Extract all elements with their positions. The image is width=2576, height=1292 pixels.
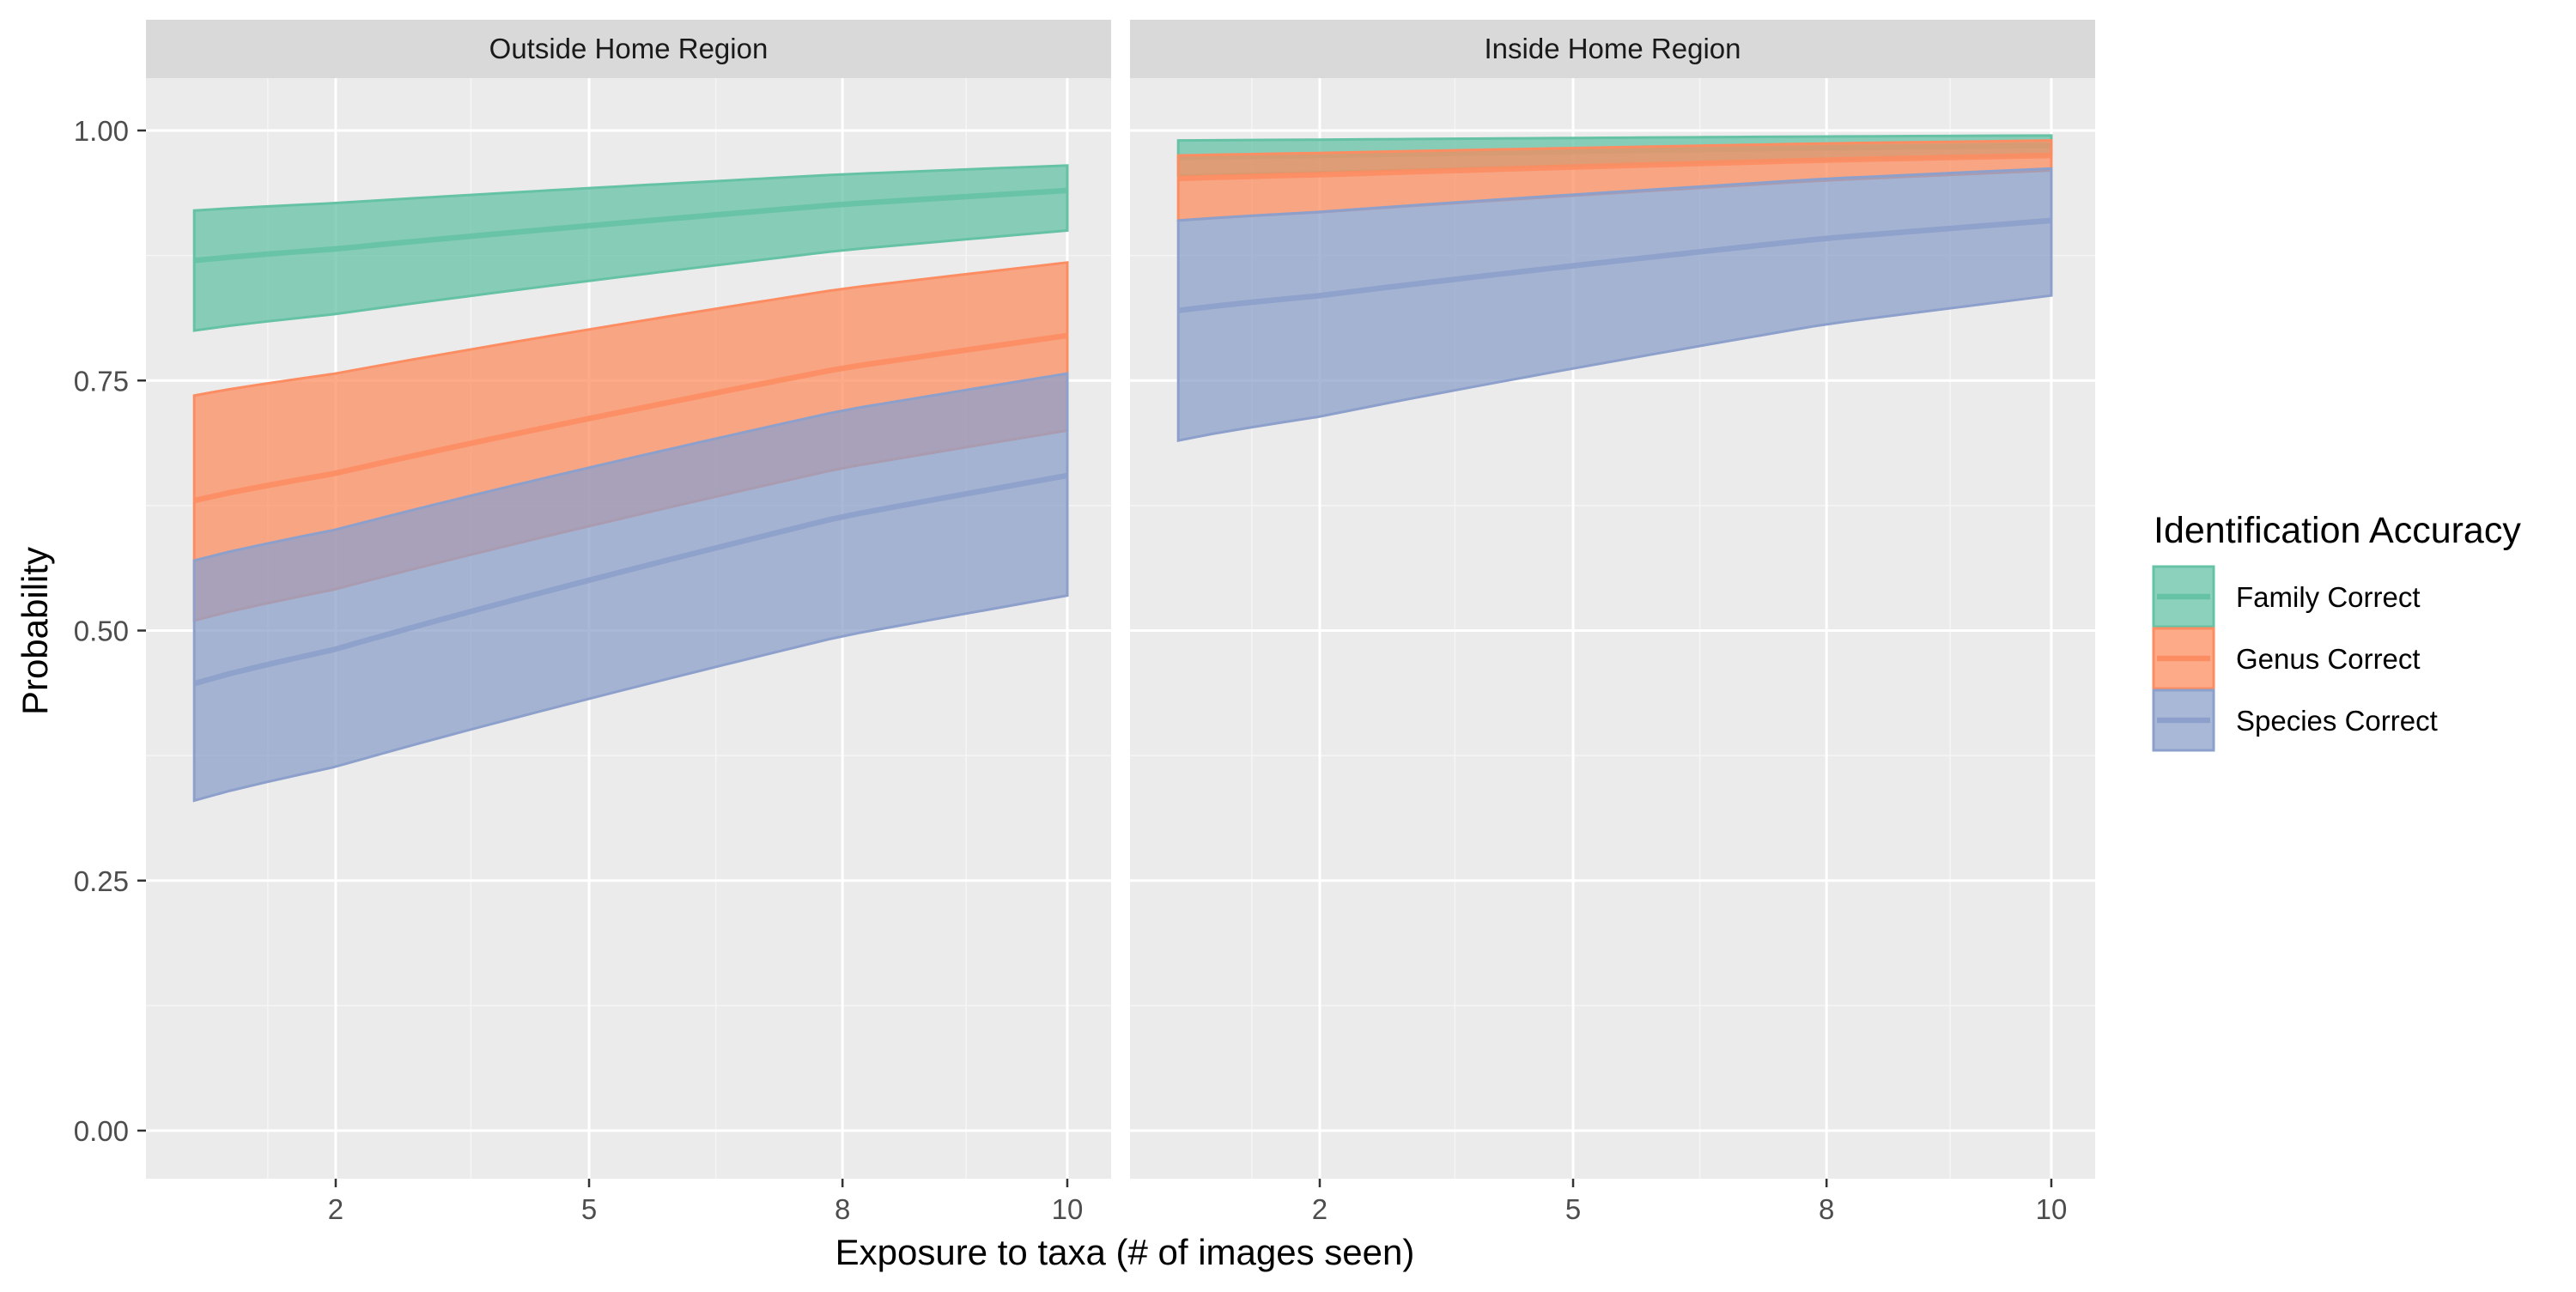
x-tick-label: 5 <box>1565 1193 1581 1225</box>
series-species-correct <box>192 372 1069 803</box>
legend-entry-genus-correct: Genus Correct <box>2152 627 2421 690</box>
x-tick-label: 8 <box>835 1193 850 1225</box>
y-tick-label: 1.00 <box>74 115 129 147</box>
legend-entry-species-correct: Species Correct <box>2152 688 2438 752</box>
x-tick-label: 10 <box>1052 1193 1084 1225</box>
legend-label: Species Correct <box>2236 705 2438 737</box>
x-tick-label: 8 <box>1819 1193 1834 1225</box>
panel-strip-title: Outside Home Region <box>489 33 769 64</box>
y-tick-label: 0.25 <box>74 865 129 897</box>
panel-inside-home-region: Inside Home Region 2 5 8 10 <box>1130 20 2095 1225</box>
y-axis-title: Probability <box>15 547 55 715</box>
legend: Identification Accuracy Family Correct Ge… <box>2152 510 2521 752</box>
x-tick-label: 2 <box>1312 1193 1327 1225</box>
legend-label: Family Correct <box>2236 581 2421 613</box>
x-tick-label: 5 <box>581 1193 597 1225</box>
y-tick-label: 0.75 <box>74 365 129 397</box>
x-tick-label: 10 <box>2036 1193 2068 1225</box>
fit-line <box>193 472 1068 687</box>
confidence-band <box>192 372 1069 803</box>
fit-line <box>193 187 1068 264</box>
fit-line <box>193 332 1068 504</box>
legend-entry-family-correct: Family Correct <box>2152 565 2421 628</box>
legend-title: Identification Accuracy <box>2154 510 2521 551</box>
fit-line <box>1177 217 2052 313</box>
legend-label: Genus Correct <box>2236 643 2421 675</box>
panel-strip <box>1130 20 2095 78</box>
x-axis-title: Exposure to taxa (# of images seen) <box>835 1232 1415 1272</box>
series-family-correct <box>192 164 1069 332</box>
x-tick-label: 2 <box>328 1193 343 1225</box>
y-tick-label: 0.00 <box>74 1115 129 1147</box>
panel-outside-home-region: Outside Home Region 2 5 8 10 0.00 0.25 0.50 0.75… <box>74 20 1111 1225</box>
y-tick-label: 0.50 <box>74 616 129 647</box>
panel-strip-title: Inside Home Region <box>1485 33 1741 64</box>
series-species-correct <box>1176 167 2053 442</box>
fit-line <box>1178 152 2052 182</box>
panels-layer: Outside Home Region 2 5 8 10 0.00 0.25 0.50 0.75… <box>74 20 2095 1225</box>
panel-strip <box>146 20 1111 78</box>
